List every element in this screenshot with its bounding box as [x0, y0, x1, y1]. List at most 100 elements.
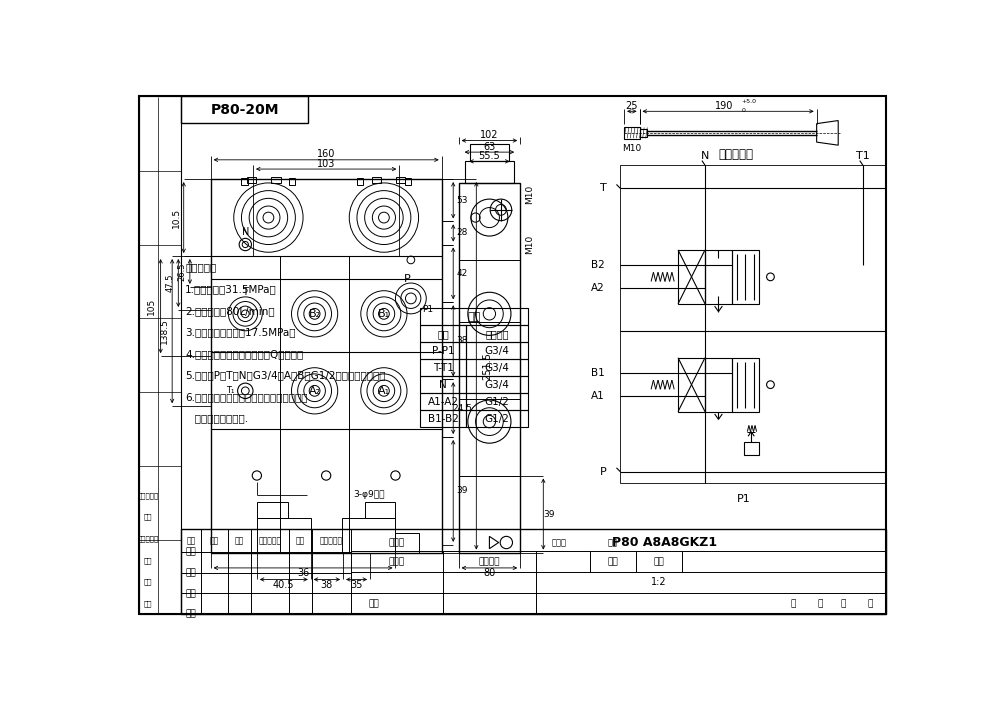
Text: 审核: 审核 — [186, 589, 196, 598]
Text: P1: P1 — [422, 306, 433, 314]
Bar — [420, 376, 466, 393]
Text: 螺纹规格: 螺纹规格 — [485, 329, 509, 339]
Text: 类型: 类型 — [608, 538, 618, 547]
Bar — [640, 129, 647, 136]
Bar — [420, 342, 466, 359]
Text: 工艺: 工艺 — [186, 610, 196, 619]
Text: 160: 160 — [317, 150, 335, 160]
Text: A2: A2 — [591, 283, 605, 293]
Bar — [624, 127, 640, 139]
Text: T-T1: T-T1 — [433, 363, 454, 373]
Text: T1: T1 — [856, 151, 870, 161]
Text: 25: 25 — [626, 101, 638, 111]
Text: P: P — [404, 274, 410, 284]
Text: P80-20M: P80-20M — [210, 103, 279, 117]
Bar — [678, 250, 705, 304]
Bar — [420, 410, 466, 427]
Text: +5.0: +5.0 — [741, 99, 756, 104]
Text: 38: 38 — [457, 336, 468, 345]
Text: A₂: A₂ — [309, 386, 321, 396]
Text: 标准化: 标准化 — [389, 538, 405, 547]
Text: 原本号: 原本号 — [551, 538, 566, 547]
Text: 55.5: 55.5 — [479, 151, 500, 161]
Bar — [678, 358, 705, 412]
Text: 251.5: 251.5 — [482, 352, 492, 380]
Text: 标准化: 标准化 — [389, 557, 405, 566]
Text: 1.公称压力：31.5MPa；: 1.公称压力：31.5MPa； — [185, 284, 277, 294]
Bar — [211, 179, 442, 553]
Bar — [705, 358, 732, 412]
Text: 103: 103 — [317, 159, 335, 169]
Text: 2.公称流量：80L/min；: 2.公称流量：80L/min； — [185, 306, 275, 316]
Text: 年、月、日: 年、月、日 — [138, 492, 159, 499]
Text: 分区: 分区 — [144, 557, 153, 564]
Bar — [459, 183, 520, 553]
Text: 10.5: 10.5 — [172, 207, 181, 228]
Text: A₁: A₁ — [378, 386, 390, 396]
Bar — [257, 503, 288, 518]
Bar — [257, 518, 311, 553]
Text: 3-φ9通孔: 3-φ9通孔 — [353, 490, 385, 499]
Text: 签名: 签名 — [144, 514, 153, 520]
Text: B2: B2 — [591, 260, 605, 271]
Text: M10: M10 — [525, 185, 534, 204]
Text: B1-B2: B1-B2 — [428, 413, 459, 423]
Text: 3.溢流阀调定压力：17.5MPa；: 3.溢流阀调定压力：17.5MPa； — [185, 328, 296, 337]
Text: A1-A2: A1-A2 — [428, 396, 459, 406]
Text: 阀体: 阀体 — [467, 312, 481, 322]
Text: 0: 0 — [741, 108, 745, 113]
Bar — [705, 250, 732, 304]
Text: 28: 28 — [457, 228, 468, 238]
Text: 第: 第 — [841, 599, 846, 608]
Text: 分区: 分区 — [235, 536, 244, 546]
Text: 105: 105 — [147, 297, 156, 315]
Bar — [271, 176, 281, 183]
Bar — [465, 162, 514, 183]
Text: P: P — [600, 467, 606, 477]
Bar — [365, 503, 395, 518]
Text: 校对: 校对 — [186, 568, 196, 577]
Bar — [466, 359, 528, 376]
Bar — [395, 534, 419, 553]
Bar — [420, 393, 466, 410]
Text: 签名: 签名 — [296, 536, 305, 546]
Text: 6.阀体表面磷化处理，安全阀及螺堵镀锌，: 6.阀体表面磷化处理，安全阀及螺堵镀锌， — [185, 392, 308, 402]
Bar — [466, 325, 528, 342]
Bar — [732, 250, 759, 304]
Bar — [247, 176, 256, 183]
Text: 更改文件号: 更改文件号 — [138, 536, 159, 542]
Bar — [342, 518, 395, 553]
Text: N: N — [701, 151, 709, 161]
Text: G1/2: G1/2 — [485, 396, 510, 406]
Text: T: T — [600, 183, 606, 193]
Text: T: T — [242, 288, 248, 297]
Text: 138.5: 138.5 — [160, 318, 169, 344]
Text: 102: 102 — [480, 130, 499, 140]
Bar — [396, 176, 405, 183]
Text: 处数: 处数 — [210, 536, 219, 546]
Text: B₂: B₂ — [309, 309, 321, 319]
Text: 190: 190 — [715, 101, 733, 111]
Text: 共: 共 — [791, 599, 796, 608]
Text: 阶段标记: 阶段标记 — [479, 557, 500, 566]
Text: 标记: 标记 — [144, 600, 153, 607]
Text: 4.控制方式：手动控制，前推Q型阀杆；: 4.控制方式：手动控制，前推Q型阀杆； — [185, 349, 304, 359]
Text: 36: 36 — [297, 568, 309, 579]
Text: 26.5: 26.5 — [178, 262, 187, 280]
Text: N: N — [439, 380, 447, 389]
Text: 张: 张 — [868, 599, 873, 608]
Bar — [420, 325, 466, 342]
Text: 42: 42 — [457, 269, 468, 278]
Bar — [241, 178, 248, 185]
Text: P1: P1 — [737, 494, 750, 503]
Text: 80: 80 — [483, 568, 496, 579]
Text: 35: 35 — [350, 580, 363, 590]
Bar — [744, 442, 759, 455]
Bar — [420, 309, 528, 325]
Text: 38: 38 — [321, 580, 333, 590]
Text: 39: 39 — [457, 486, 468, 496]
Text: 支架后盖为铝本色.: 支架后盖为铝本色. — [185, 413, 248, 423]
Text: 47.5: 47.5 — [166, 273, 175, 292]
Text: G3/4: G3/4 — [485, 363, 510, 373]
Text: 设计: 设计 — [186, 547, 196, 556]
